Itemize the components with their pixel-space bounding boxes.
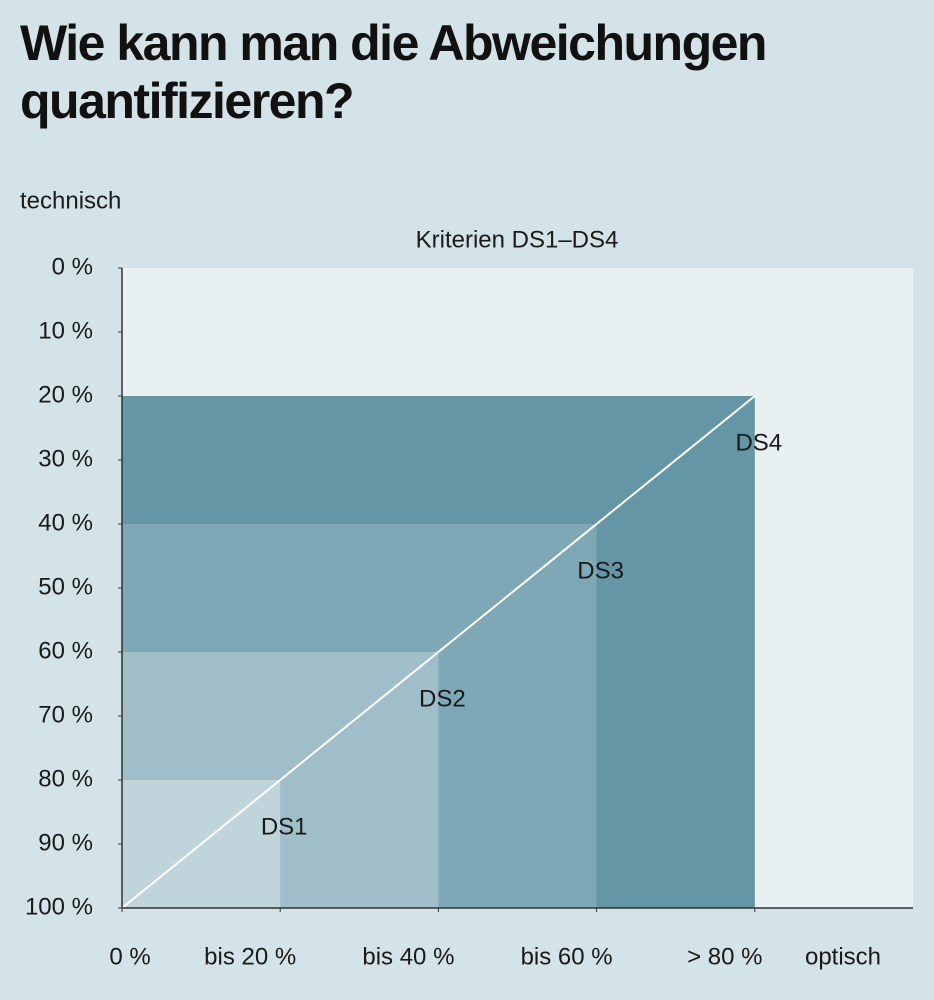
y-tick-label: 30 % — [38, 445, 93, 472]
x-tick-label: bis 60 % — [521, 943, 613, 970]
chart-title: Wie kann man die Abweichungen quantifizi… — [20, 15, 767, 129]
y-tick-label: 10 % — [38, 317, 93, 344]
y-tick-label: 70 % — [38, 701, 93, 728]
y-tick-label: 0 % — [52, 253, 93, 280]
x-tick-label: > 80 % — [687, 943, 762, 970]
subtitle: Kriterien DS1–DS4 — [416, 226, 619, 253]
x-tick-label: bis 40 % — [362, 943, 454, 970]
x-tick-label: 0 % — [109, 943, 150, 970]
y-tick-label: 100 % — [25, 893, 93, 920]
x-axis-label: optisch — [805, 943, 881, 970]
ds-label: DS2 — [419, 685, 466, 712]
ds-label: DS1 — [261, 813, 308, 840]
y-tick-label: 50 % — [38, 573, 93, 600]
ds-label: DS4 — [735, 429, 782, 456]
x-tick-label: bis 20 % — [204, 943, 296, 970]
y-tick-label: 80 % — [38, 765, 93, 792]
title-box: Wie kann man die Abweichungen quantifizi… — [20, 15, 767, 129]
y-tick-label: 40 % — [38, 509, 93, 536]
ds-label: DS3 — [577, 557, 624, 584]
y-axis-label: technisch — [20, 187, 121, 214]
y-tick-label: 90 % — [38, 829, 93, 856]
y-tick-label: 20 % — [38, 381, 93, 408]
y-tick-label: 60 % — [38, 637, 93, 664]
diagonal — [121, 395, 756, 909]
